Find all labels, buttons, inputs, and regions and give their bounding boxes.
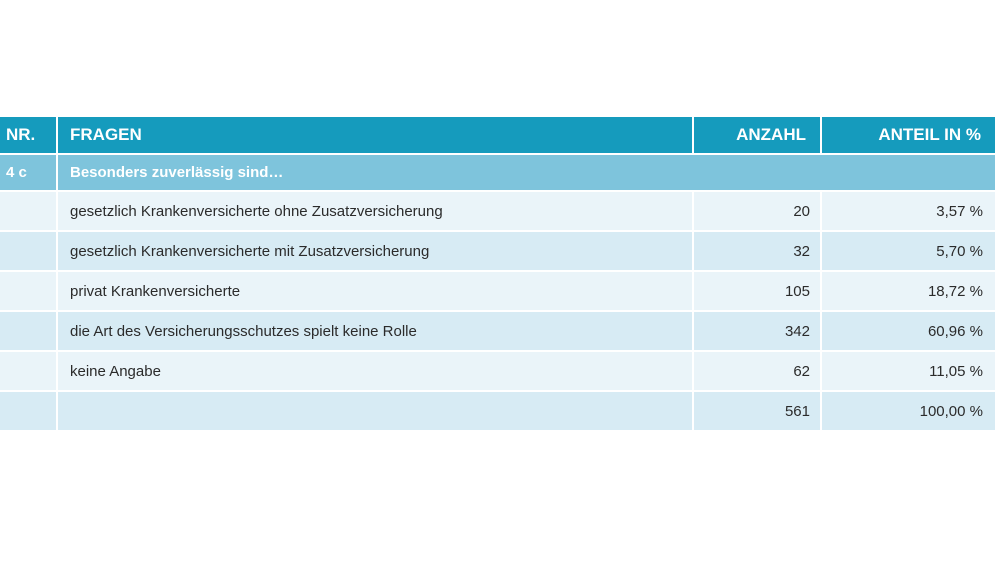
- row-nr: [0, 312, 58, 352]
- section-number: 4 c: [0, 155, 58, 192]
- header-nr: NR.: [0, 117, 58, 155]
- row-anzahl: 342: [694, 312, 822, 352]
- table-row: gesetzlich Krankenversicherte mit Zusatz…: [0, 232, 995, 272]
- row-anteil: 60,96 %: [822, 312, 995, 352]
- survey-results-table: NR. FRAGEN ANZAHL ANTEIL IN % 4 c Besond…: [0, 117, 995, 432]
- table-row: keine Angabe 62 11,05 %: [0, 352, 995, 392]
- total-anteil: 100,00 %: [822, 392, 995, 432]
- row-anzahl: 105: [694, 272, 822, 312]
- row-anteil: 18,72 %: [822, 272, 995, 312]
- row-anzahl: 32: [694, 232, 822, 272]
- row-frage: keine Angabe: [58, 352, 694, 392]
- total-anzahl: 561: [694, 392, 822, 432]
- row-anzahl: 20: [694, 192, 822, 232]
- table-row: die Art des Versicherungsschutzes spielt…: [0, 312, 995, 352]
- header-anteil: ANTEIL IN %: [822, 117, 995, 155]
- row-nr: [0, 272, 58, 312]
- section-title: Besonders zuverlässig sind…: [58, 155, 995, 192]
- row-nr: [0, 192, 58, 232]
- row-frage: [58, 392, 694, 432]
- row-frage: gesetzlich Krankenversicherte ohne Zusat…: [58, 192, 694, 232]
- table-row: gesetzlich Krankenversicherte ohne Zusat…: [0, 192, 995, 232]
- header-fragen: FRAGEN: [58, 117, 694, 155]
- table-header-row: NR. FRAGEN ANZAHL ANTEIL IN %: [0, 117, 995, 155]
- row-frage: gesetzlich Krankenversicherte mit Zusatz…: [58, 232, 694, 272]
- section-row: 4 c Besonders zuverlässig sind…: [0, 155, 995, 192]
- row-nr: [0, 232, 58, 272]
- row-anteil: 3,57 %: [822, 192, 995, 232]
- row-anteil: 11,05 %: [822, 352, 995, 392]
- header-anzahl: ANZAHL: [694, 117, 822, 155]
- row-frage: die Art des Versicherungsschutzes spielt…: [58, 312, 694, 352]
- table-row: privat Krankenversicherte 105 18,72 %: [0, 272, 995, 312]
- row-nr: [0, 392, 58, 432]
- table-total-row: 561 100,00 %: [0, 392, 995, 432]
- row-nr: [0, 352, 58, 392]
- row-anteil: 5,70 %: [822, 232, 995, 272]
- row-anzahl: 62: [694, 352, 822, 392]
- row-frage: privat Krankenversicherte: [58, 272, 694, 312]
